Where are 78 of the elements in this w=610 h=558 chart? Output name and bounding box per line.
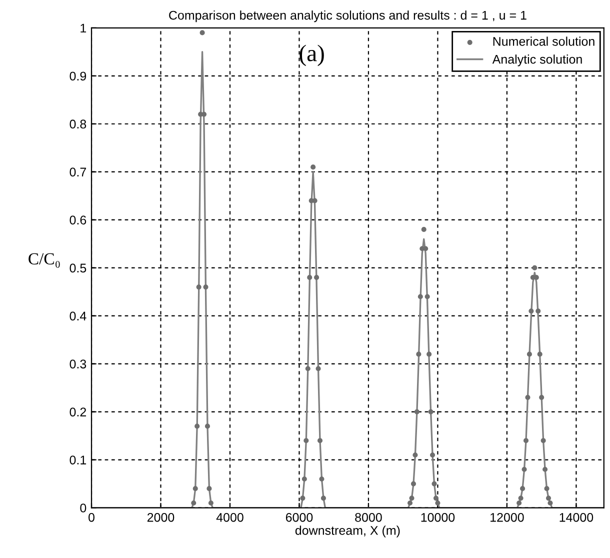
- point: [542, 466, 548, 472]
- point: [412, 452, 418, 458]
- point: [540, 438, 546, 444]
- point: [192, 486, 198, 492]
- point: [307, 274, 312, 280]
- point: [516, 500, 522, 506]
- y-tick-label: 0.8: [70, 120, 86, 129]
- point: [548, 500, 553, 506]
- point: [194, 424, 200, 429]
- point: [414, 409, 420, 414]
- y-tick-label: 0.7: [70, 168, 86, 177]
- point: [537, 352, 542, 357]
- point: [430, 452, 436, 458]
- y-tick-label: 0.1: [70, 456, 86, 464]
- point: [421, 226, 426, 232]
- point: [522, 466, 527, 472]
- x-tick-label: 2000: [147, 512, 174, 522]
- x-tick-label: 0: [88, 512, 94, 522]
- x-tick-label: 4000: [216, 512, 244, 522]
- point: [532, 265, 538, 270]
- point: [518, 496, 524, 501]
- y-tick-label: 0.5: [70, 264, 86, 272]
- chart-title: Comparison between analytic solutions and results : d = 1 , u = 1: [169, 10, 526, 22]
- x-tick-label: 6000: [286, 512, 313, 522]
- y-tick-label: 0.9: [70, 72, 86, 81]
- x-tick-label: 10000: [421, 512, 455, 522]
- point: [305, 366, 310, 372]
- point: [319, 476, 324, 482]
- point: [204, 424, 210, 429]
- point: [528, 308, 534, 314]
- point: [320, 496, 326, 501]
- point: [428, 409, 434, 414]
- legend-label: Numerical solution: [493, 36, 594, 46]
- annotation: (a): [300, 44, 324, 66]
- point: [203, 284, 208, 290]
- point: [310, 164, 316, 170]
- point: [300, 496, 306, 501]
- point: [423, 246, 428, 252]
- point: [314, 274, 320, 280]
- point: [525, 394, 530, 400]
- y-tick-label: 0.2: [70, 408, 86, 416]
- point: [432, 481, 437, 486]
- point: [418, 294, 423, 300]
- point: [433, 496, 439, 501]
- point: [520, 486, 526, 492]
- point: [410, 481, 416, 486]
- y-tick-label: 1: [80, 24, 86, 32]
- x-axis-title: downstream, X (m): [295, 526, 400, 538]
- point: [191, 500, 196, 506]
- y-tick-label: 0.4: [70, 312, 86, 320]
- y-tick-label: 0: [80, 504, 86, 512]
- point: [544, 486, 550, 492]
- point: [317, 438, 323, 444]
- point: [208, 500, 214, 506]
- point: [316, 366, 321, 372]
- point: [200, 30, 205, 36]
- x-tick-label: 8000: [355, 512, 382, 522]
- point: [536, 308, 541, 314]
- point: [304, 438, 309, 444]
- point: [426, 352, 432, 357]
- point: [526, 352, 532, 357]
- point: [523, 438, 529, 444]
- point: [416, 352, 422, 357]
- y-axis-title: C/C₀: [28, 253, 60, 268]
- point: [539, 394, 544, 400]
- x-tick-label: 14000: [560, 512, 594, 522]
- point: [424, 294, 430, 300]
- point: [206, 486, 212, 492]
- y-tick-label: 0.3: [70, 360, 86, 368]
- point: [302, 476, 307, 482]
- legend-label: Analytic solution: [492, 54, 582, 66]
- point: [546, 496, 552, 501]
- point: [435, 500, 440, 506]
- point: [409, 496, 414, 501]
- y-tick-label: 0.6: [70, 216, 86, 225]
- point: [407, 500, 413, 506]
- point: [196, 284, 202, 290]
- x-tick-label: 12000: [490, 512, 524, 522]
